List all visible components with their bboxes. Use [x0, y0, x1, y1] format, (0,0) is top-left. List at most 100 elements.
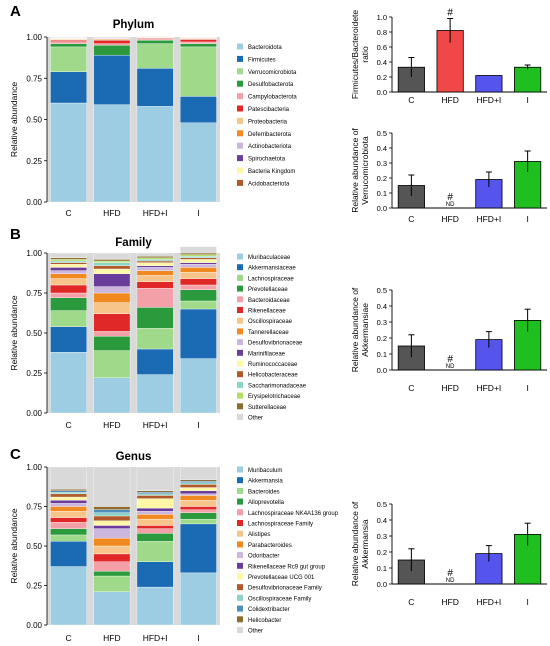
x-tick-label: I — [197, 420, 199, 430]
y-tick-label: 0.1 — [377, 564, 387, 573]
bar-segment — [180, 262, 217, 265]
x-tick-label: C — [66, 420, 72, 430]
legend-swatch — [237, 477, 243, 484]
bar-segment — [93, 545, 131, 555]
bar-segment — [136, 348, 174, 375]
y-tick-label: 0.3 — [377, 532, 387, 541]
y-tick-label: 0.25 — [26, 157, 42, 166]
bar-segment — [136, 541, 174, 562]
bar-segment — [50, 490, 87, 493]
y-tick-label: 0.25 — [26, 582, 42, 591]
bar-segment — [93, 466, 131, 507]
bar-segment — [93, 104, 131, 203]
legend-swatch — [237, 274, 243, 281]
bar-segment — [180, 482, 217, 485]
bar-segment — [93, 377, 131, 414]
legend-swatch — [237, 605, 243, 612]
legend-label: Lachnospiraceae NK4A136 group — [248, 511, 339, 517]
legend-swatch — [237, 616, 243, 623]
legend-swatch — [237, 167, 243, 174]
legend-label: Akkermansia — [248, 479, 283, 485]
x-tick-label: HFD — [103, 208, 120, 218]
bar-segment — [136, 586, 174, 626]
bar-segment — [50, 488, 87, 491]
y-tick-label: 1.00 — [26, 249, 42, 258]
bar-segment — [180, 509, 217, 513]
y-tick-label: 0.25 — [26, 369, 42, 378]
legend-label: Bacteria Kingdom — [248, 169, 295, 175]
legend-swatch — [237, 530, 243, 537]
bar-segment — [50, 259, 87, 262]
y-tick-label: 0.00 — [26, 198, 42, 207]
bar-segment — [136, 275, 174, 282]
bar-segment — [93, 262, 131, 266]
legend-label: Desulfovibrionaceae Family — [248, 586, 322, 592]
legend-label: Verrucomicrobiota — [248, 70, 297, 76]
bar-segment — [93, 553, 131, 562]
bar-segment — [180, 254, 217, 257]
y-tick-label: 0.5 — [377, 286, 387, 295]
legend-label: Desulfobacterota — [248, 82, 294, 88]
y-tick-label: 0.6 — [377, 43, 387, 52]
bar-segment — [180, 289, 217, 302]
bar-segment — [93, 40, 131, 44]
legend-label: Helicobacter — [248, 618, 281, 624]
bar-segment — [50, 252, 87, 258]
legend-label: Proteobacteria — [248, 119, 288, 125]
bar-segment — [136, 466, 174, 491]
bar-segment — [93, 528, 131, 539]
legend-label: Colidextribacter — [248, 607, 290, 613]
bar-segment — [50, 496, 87, 501]
y-axis-label: Relative abundance — [9, 82, 19, 157]
legend-label: Bacteroidota — [248, 45, 282, 51]
stacked-chart-family: Family Relative abundance 0.00 0.25 0.50 0.75… — [9, 237, 307, 430]
legend-swatch — [237, 307, 243, 313]
bar-segment — [50, 511, 87, 518]
bar-segment — [93, 571, 131, 577]
x-tick-label: C — [408, 214, 414, 224]
bar-segment — [50, 264, 87, 268]
bar-segment — [50, 466, 87, 490]
bar-segment — [180, 267, 217, 273]
bar-segment — [180, 300, 217, 310]
legend-label: Ruminococcaceae — [248, 362, 298, 368]
bar-segment — [136, 252, 174, 257]
bar-segment — [180, 96, 217, 123]
bar-segment — [93, 512, 131, 517]
bar — [514, 161, 542, 209]
legend-swatch — [237, 296, 243, 303]
bar-segment — [93, 313, 131, 332]
bar-segment — [50, 267, 87, 271]
legend-label: Rikenellaceae Rc9 gut group — [248, 564, 326, 570]
bar-segment — [180, 484, 217, 488]
nd-label: ND — [446, 202, 455, 208]
y-tick-label: 0.5 — [377, 500, 387, 509]
bar-segment — [136, 40, 174, 44]
legend-swatch — [237, 552, 243, 559]
legend-swatch — [237, 155, 243, 162]
y-tick-label: 0.0 — [377, 366, 387, 375]
legend-label: Bacteroides — [248, 489, 280, 495]
x-tick-label: I — [197, 633, 199, 643]
legend-label: Saccharimonadaceae — [248, 383, 307, 389]
bar-segment — [180, 272, 217, 279]
bar-segment — [93, 515, 131, 521]
legend-label: Tannerellaceae — [248, 330, 289, 336]
legend-swatch — [237, 466, 243, 473]
bar-segment — [93, 286, 131, 294]
legend-swatch — [237, 520, 243, 526]
legend-label: Patescibacteria — [248, 107, 290, 113]
chart-title: Phylum — [113, 19, 155, 31]
legend-label: Campylobacterota — [248, 95, 297, 101]
bar-segment — [136, 492, 174, 495]
y-tick-label: 1.0 — [377, 13, 387, 22]
bar-segment — [136, 498, 174, 509]
legend-label: Other — [248, 629, 263, 635]
legend-label: Muribaculum — [248, 468, 282, 474]
bar-segment — [93, 591, 131, 626]
bar-segment — [50, 522, 87, 529]
y-tick-label: 1.00 — [26, 463, 42, 472]
y-axis-label: Relative abundance ofAkkermansiae — [350, 287, 370, 372]
y-tick-label: 0.8 — [377, 28, 387, 37]
bar-segment — [180, 41, 217, 44]
